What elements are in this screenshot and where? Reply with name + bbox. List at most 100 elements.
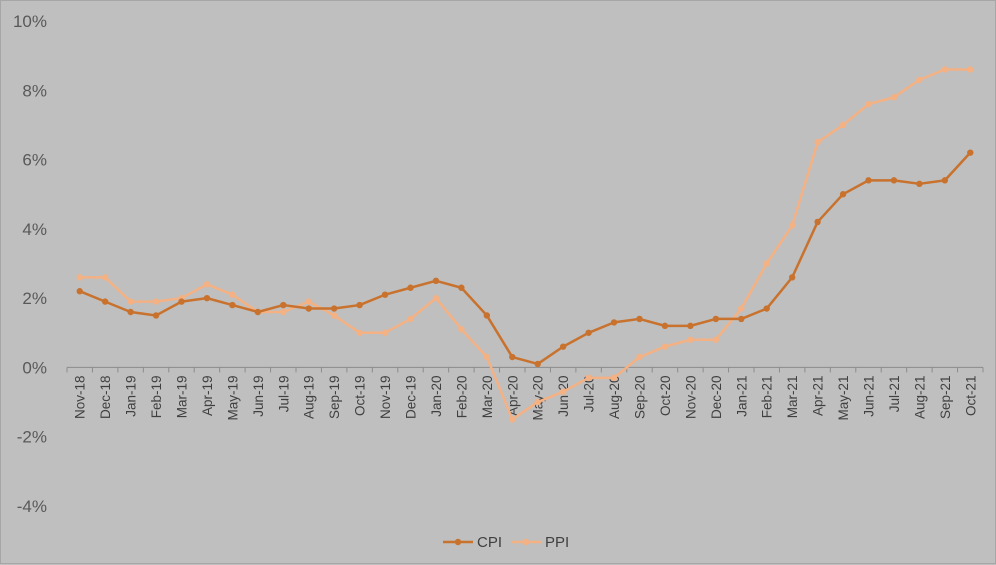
- x-tick-label: Feb-19: [149, 375, 164, 418]
- x-tick-label: Jul-21: [887, 375, 902, 412]
- data-point: [687, 322, 694, 330]
- data-point: [229, 291, 236, 298]
- x-tick-label: Jan-21: [734, 375, 749, 416]
- data-point: [585, 374, 592, 382]
- data-point: [127, 308, 134, 316]
- data-point: [788, 222, 796, 229]
- data-point: [865, 177, 872, 184]
- x-tick-label: Feb-21: [760, 375, 775, 418]
- data-point: [76, 274, 83, 281]
- x-tick-label: Mar-21: [785, 375, 800, 418]
- x-tick-label: Jan-20: [429, 375, 444, 416]
- x-tick-label: Sep-21: [938, 375, 953, 419]
- y-tick-label: -4%: [17, 497, 47, 516]
- data-point: [967, 66, 974, 73]
- x-tick-label: Mar-19: [175, 375, 190, 418]
- data-point: [432, 277, 440, 285]
- data-point: [407, 284, 414, 291]
- data-point: [330, 305, 338, 312]
- data-point: [280, 301, 287, 309]
- y-tick-label: 8%: [22, 81, 47, 100]
- legend-marker: [522, 538, 530, 546]
- data-point: [687, 336, 694, 343]
- data-point: [305, 305, 312, 312]
- x-tick-label: Jul-20: [582, 375, 597, 412]
- data-point: [814, 139, 821, 146]
- data-point: [738, 305, 745, 312]
- data-point: [152, 312, 160, 319]
- x-tick-label: Dec-18: [98, 375, 113, 419]
- data-point: [432, 294, 440, 302]
- y-tick-label: 2%: [22, 289, 47, 308]
- series-layer: [76, 66, 974, 423]
- x-tick-label: Apr-21: [811, 375, 826, 416]
- data-point: [763, 260, 770, 267]
- legend-label-ppi: PPI: [545, 534, 569, 551]
- data-point: [458, 326, 465, 333]
- y-tick-label: 4%: [22, 220, 47, 239]
- x-tick-label: Apr-20: [505, 375, 520, 416]
- data-point: [916, 76, 923, 84]
- data-point: [814, 218, 821, 226]
- x-tick-label: Oct-19: [353, 375, 368, 416]
- y-axis-labels: 10% 8% 6% 4% 2% 0% -2% -4%: [13, 12, 47, 516]
- data-point: [661, 343, 669, 350]
- data-point: [280, 308, 287, 316]
- x-tick-label: Nov-18: [73, 375, 88, 419]
- series-line: [79, 68, 971, 421]
- data-point: [941, 177, 949, 184]
- series-cpi: [76, 149, 974, 368]
- data-point: [890, 177, 898, 184]
- x-tick-label: Dec-19: [404, 375, 419, 419]
- x-tick-label: Sep-20: [633, 375, 648, 419]
- data-point: [76, 288, 83, 295]
- data-point: [585, 329, 592, 336]
- x-tick-label: Nov-19: [378, 375, 393, 419]
- data-point: [509, 353, 516, 361]
- legend-label-cpi: CPI: [477, 534, 502, 551]
- x-tick-label: Jun-21: [862, 375, 877, 416]
- x-tick-label: May-20: [531, 375, 546, 420]
- data-point: [610, 374, 618, 382]
- x-tick-label: Aug-21: [912, 375, 927, 419]
- data-point: [509, 416, 516, 423]
- data-point: [229, 301, 236, 309]
- x-tick-label: Jun-20: [556, 375, 571, 416]
- data-point: [483, 312, 491, 319]
- data-point: [305, 298, 312, 305]
- data-point: [152, 298, 160, 305]
- data-point: [839, 191, 847, 198]
- data-point: [356, 329, 363, 336]
- data-point: [559, 343, 567, 350]
- data-point: [610, 319, 618, 326]
- x-tick-label: Mar-20: [480, 375, 495, 418]
- data-point: [967, 149, 974, 156]
- x-tick-label: Aug-19: [302, 375, 317, 419]
- data-point: [254, 308, 262, 316]
- x-tick-label: Jan-19: [124, 375, 139, 416]
- data-point: [458, 284, 465, 291]
- x-tick-label: Feb-20: [454, 375, 469, 418]
- data-point: [712, 336, 720, 343]
- data-point: [381, 291, 389, 298]
- y-tick-label: 10%: [13, 12, 47, 31]
- data-point: [381, 329, 389, 336]
- x-axis-labels: Nov-18 Dec-18 Jan-19 Feb-19 Mar-19 Apr-19 May-…: [73, 375, 979, 420]
- y-tick-label: 0%: [22, 358, 47, 377]
- x-axis-ticks: [66, 367, 984, 373]
- data-point: [356, 301, 363, 309]
- data-point: [203, 281, 211, 288]
- data-point: [534, 398, 541, 406]
- data-point: [788, 274, 796, 281]
- data-point: [127, 298, 134, 305]
- data-point: [178, 298, 185, 305]
- data-point: [203, 294, 211, 302]
- data-point: [534, 360, 541, 368]
- legend-marker: [454, 538, 462, 546]
- x-tick-label: Apr-19: [200, 375, 215, 416]
- x-tick-label: Sep-19: [327, 375, 342, 419]
- y-tick-label: -2%: [17, 428, 47, 447]
- x-tick-label: Aug-20: [607, 375, 622, 419]
